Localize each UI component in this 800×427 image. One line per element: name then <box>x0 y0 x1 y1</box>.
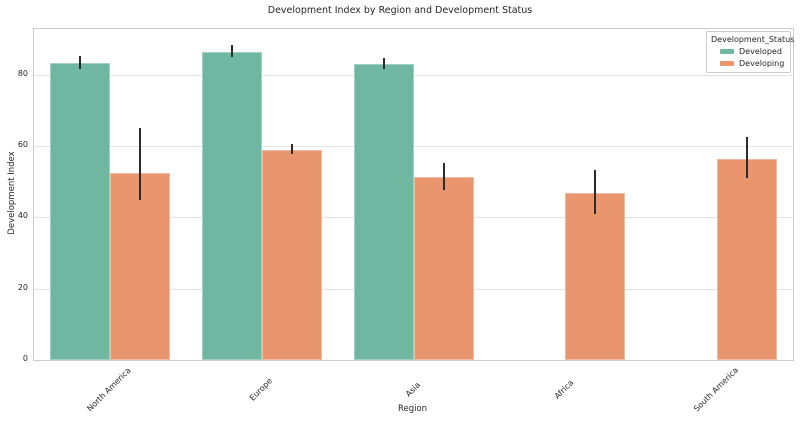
error-bar <box>594 169 597 214</box>
chart-title: Development Index by Region and Developm… <box>267 5 533 16</box>
error-bar <box>138 127 141 201</box>
bar-developing-asia <box>413 176 474 360</box>
legend-item-developing: Developing <box>711 59 786 68</box>
developing-color-swatch <box>720 61 734 66</box>
error-bar <box>746 137 749 179</box>
legend-item-label: Developing <box>739 59 785 68</box>
gridline-y-60 <box>34 145 793 147</box>
plot-area <box>33 28 794 361</box>
y-tick-20: 20 <box>17 282 28 292</box>
error-bar <box>382 58 385 69</box>
gridline-y-80 <box>34 74 793 76</box>
developed-color-swatch <box>720 49 734 54</box>
y-tick-80: 80 <box>17 68 28 78</box>
bar-developed-europe <box>201 51 262 360</box>
y-axis-label: Development Index <box>7 151 17 235</box>
legend-item-developed: Developed <box>711 47 786 56</box>
error-bar <box>78 56 81 69</box>
legend-title: Development_Status <box>711 35 795 44</box>
bar-developed-north-america <box>49 62 110 360</box>
error-bar <box>230 44 233 57</box>
bar-developing-europe <box>261 150 322 360</box>
bar-developing-africa <box>565 193 626 360</box>
y-tick-40: 40 <box>17 211 28 221</box>
error-bar <box>290 144 293 155</box>
bar-developed-asia <box>353 63 414 360</box>
y-tick-60: 60 <box>17 139 28 149</box>
legend: Development_Status Developed Developing <box>706 31 795 73</box>
legend-item-label: Developed <box>739 47 782 56</box>
y-tick-0: 0 <box>22 354 28 363</box>
bar-developing-north-america <box>109 173 170 360</box>
x-axis-label: Region <box>397 404 428 414</box>
error-bar <box>442 163 445 190</box>
bar-developing-south-america <box>717 159 778 360</box>
